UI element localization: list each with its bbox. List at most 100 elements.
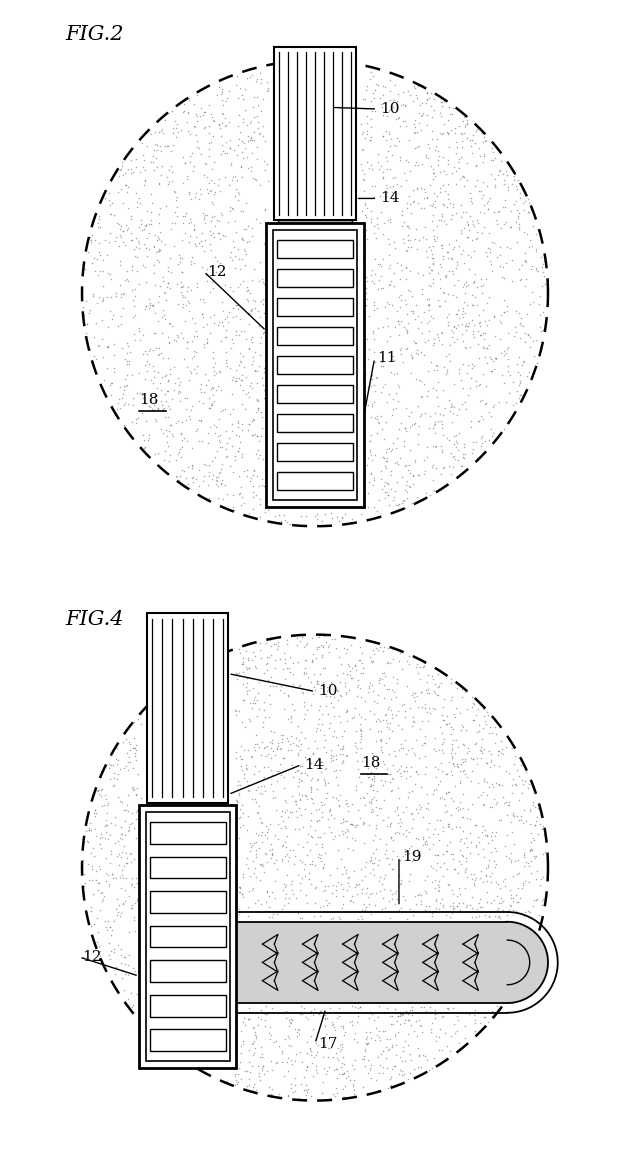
Point [177,262,187,281]
Point [427,857,437,875]
Point [415,799,425,818]
Point [275,650,285,668]
Point [259,476,269,494]
Point [317,807,327,826]
Point [441,765,451,783]
Point [309,999,319,1018]
Point [425,175,435,193]
Point [98,890,108,908]
Point [377,664,387,682]
Point [399,163,410,182]
Point [407,1005,417,1024]
Point [502,340,512,359]
Point [507,739,517,758]
Point [191,105,201,123]
Point [378,126,388,145]
Point [81,292,91,311]
Point [255,214,265,232]
Point [252,374,262,392]
Point [227,437,237,455]
Point [413,1038,423,1057]
Point [382,999,392,1018]
Point [292,628,302,646]
Point [283,808,293,827]
Point [198,317,209,336]
Point [134,239,144,258]
Point [234,106,244,124]
Point [451,288,461,306]
Point [372,805,382,823]
Point [252,691,262,710]
Point [93,266,103,284]
Point [123,761,133,780]
Point [369,296,379,314]
Point [434,146,444,164]
Point [165,415,175,434]
Point [253,392,263,411]
Point [486,827,496,845]
Point [253,683,263,702]
Point [316,1003,326,1021]
Point [118,895,128,913]
Point [340,1055,350,1073]
Point [392,254,403,273]
Point [115,377,125,396]
Point [146,215,156,233]
Point [527,237,537,255]
Point [222,484,232,503]
Point [391,384,401,402]
Point [235,748,245,766]
Point [210,424,220,443]
Point [269,1033,279,1051]
Point [235,344,245,362]
Point [256,292,266,311]
Point [101,921,112,940]
Point [443,313,453,331]
Point [133,232,143,251]
Point [401,242,411,260]
Point [188,220,198,238]
Point [317,647,327,666]
Point [481,176,491,194]
Point [366,904,376,922]
Point [150,276,160,294]
Point [191,365,201,383]
Point [476,889,486,907]
Point [346,636,356,654]
Point [204,135,214,153]
Point [444,235,454,253]
Point [426,307,436,325]
Point [238,865,248,883]
Point [412,342,422,360]
Point [401,116,411,135]
Point [384,744,394,762]
Point [329,630,340,649]
Point [459,275,469,293]
Point [400,458,410,476]
Point [93,922,103,941]
Point [261,748,272,766]
Point [202,168,212,186]
Point [437,705,447,723]
Point [366,1029,376,1048]
Point [168,316,178,335]
Point [215,332,226,351]
Point [91,804,101,822]
Point [280,650,290,668]
Point [217,313,227,331]
Point [244,340,254,359]
Point [231,322,241,340]
Point [411,762,421,781]
Point [422,83,432,101]
Point [328,788,338,806]
Point [106,813,116,831]
Point [238,653,248,672]
Point [210,216,220,235]
Point [153,312,163,330]
Point [531,891,541,910]
Point [459,736,469,754]
Point [407,782,417,800]
Point [401,422,411,440]
Point [462,738,472,757]
Point [272,905,282,923]
